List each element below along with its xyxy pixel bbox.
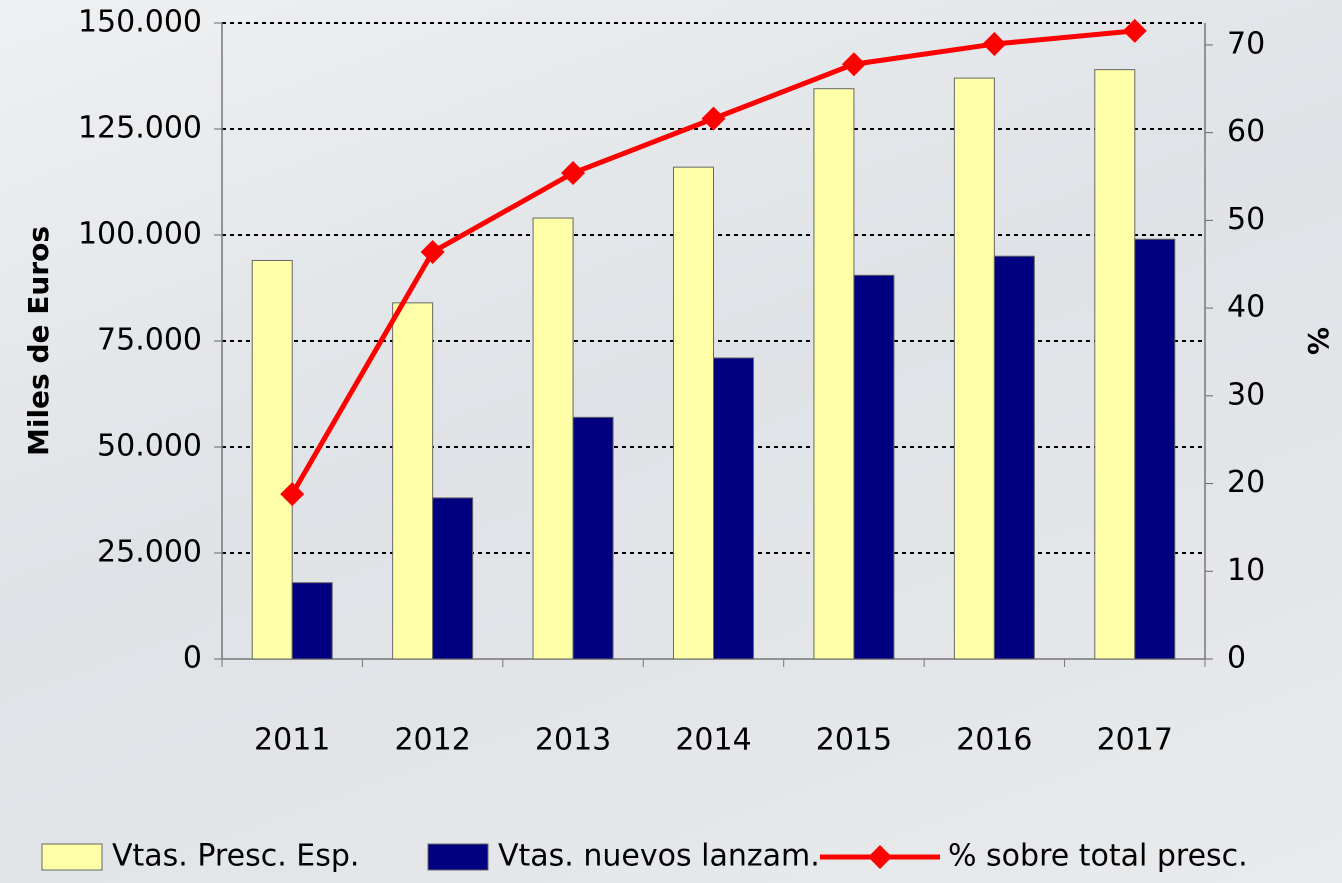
bar [813, 88, 855, 660]
bar [853, 274, 895, 660]
x-tick-label: 2017 [1097, 723, 1173, 758]
line-marker [1122, 18, 1147, 43]
line-marker [420, 239, 445, 264]
y-tick-label: 150.000 [78, 5, 202, 40]
line-marker [561, 161, 586, 186]
y2-tick-label: 0 [1227, 641, 1246, 676]
legend-marker [868, 845, 892, 869]
line-marker [841, 52, 866, 77]
bar [572, 416, 614, 660]
legend-label: Vtas. Presc. Esp. [112, 839, 359, 874]
y-tick-label: 0 [183, 641, 202, 676]
y2-tick-label: 70 [1227, 26, 1265, 61]
y-tick-label: 75.000 [97, 323, 202, 358]
legend-label: Vtas. nuevos lanzam. [498, 839, 820, 874]
bar [532, 217, 574, 660]
y-tick-label: 25.000 [97, 535, 202, 570]
y2-tick-label: 10 [1227, 553, 1265, 588]
bar [713, 357, 754, 660]
x-tick-label: 2011 [254, 723, 330, 758]
y2-tick-label: 60 [1227, 114, 1265, 149]
y-tick-label: 50.000 [97, 429, 202, 464]
legend-swatch [41, 843, 103, 871]
legend-swatch [427, 843, 489, 871]
line-marker [280, 482, 305, 507]
x-tick-label: 2015 [816, 723, 892, 758]
bar [291, 582, 333, 660]
x-tick-label: 2014 [675, 723, 751, 758]
bar [1134, 238, 1176, 660]
x-tick-label: 2013 [535, 723, 611, 758]
bar [673, 166, 714, 660]
y-tick-label: 125.000 [78, 111, 202, 146]
bar [432, 497, 474, 660]
legend-label: % sobre total presc. [948, 839, 1248, 874]
x-tick-label: 2012 [394, 723, 470, 758]
y2-axis-title: % [1302, 327, 1335, 355]
y-tick-label: 100.000 [78, 217, 202, 252]
bar [392, 302, 434, 660]
y2-tick-label: 50 [1227, 202, 1265, 237]
y2-tick-label: 40 [1227, 290, 1265, 325]
bar [1094, 69, 1136, 660]
y2-tick-label: 20 [1227, 465, 1265, 500]
y-axis-title: Miles de Euros [22, 226, 55, 456]
bar [251, 259, 293, 660]
y2-tick-label: 30 [1227, 377, 1265, 412]
x-tick-label: 2016 [956, 723, 1032, 758]
line-marker [982, 32, 1007, 57]
bar [993, 255, 1035, 660]
bar [953, 77, 995, 660]
line-marker [701, 106, 726, 131]
